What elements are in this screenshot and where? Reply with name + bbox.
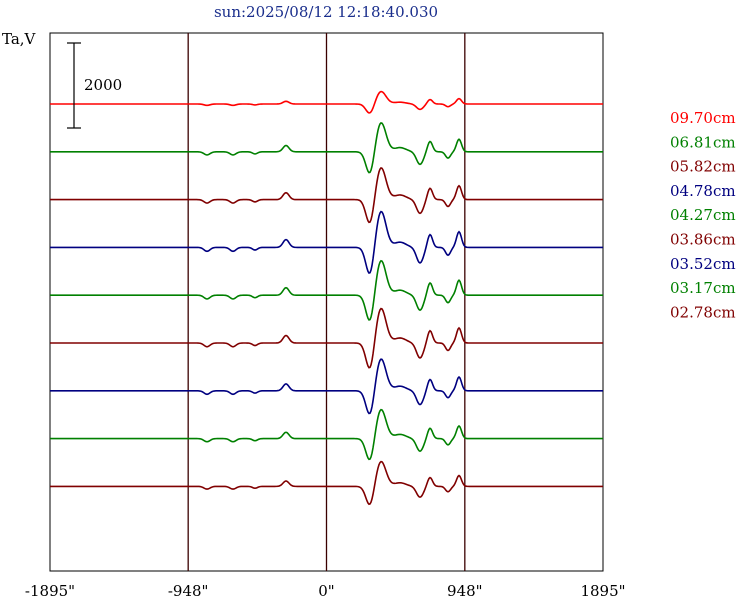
legend-entry-1: 06.81cm: [670, 133, 736, 151]
x-tick-label-2: 0": [318, 582, 334, 600]
series-line-4: [50, 259, 603, 321]
scale-bar: 2000: [67, 42, 122, 129]
legend-entry-3: 04.78cm: [670, 182, 736, 200]
series-line-5: [50, 307, 603, 369]
legend-entry-5: 03.86cm: [670, 231, 736, 249]
x-tick-labels: -1895" -948" 0" 948" 1895": [25, 582, 626, 600]
legend-entry-8: 02.78cm: [670, 303, 736, 321]
series-line-2: [50, 167, 603, 224]
scale-bar-label: 2000: [84, 76, 122, 94]
x-tick-label-0: -1895": [25, 582, 75, 600]
legend-entry-0: 09.70cm: [670, 109, 736, 127]
x-tick-label-1: -948": [168, 582, 209, 600]
legend-entry-6: 03.52cm: [670, 255, 736, 273]
legend: 09.70cm 06.81cm 05.82cm 04.78cm 04.27cm 03.86…: [670, 109, 736, 321]
chart-title: sun:2025/08/12 12:18:40.030: [214, 3, 438, 21]
legend-entry-7: 03.17cm: [670, 279, 736, 297]
y-axis-label: Ta,V: [2, 30, 37, 48]
series-line-6: [50, 358, 603, 415]
series-line-0: [50, 90, 603, 114]
legend-entry-2: 05.82cm: [670, 158, 736, 176]
series-group: [50, 90, 603, 506]
series-line-7: [50, 408, 603, 461]
legend-entry-4: 04.27cm: [670, 206, 736, 224]
x-tick-label-4: 1895": [580, 582, 625, 600]
series-line-8: [50, 460, 603, 506]
series-line-1: [50, 121, 603, 174]
series-line-3: [50, 210, 603, 275]
x-tick-label-3: 948": [447, 582, 483, 600]
plot-area: [49, 32, 604, 572]
vertical-lines: [187, 33, 466, 571]
